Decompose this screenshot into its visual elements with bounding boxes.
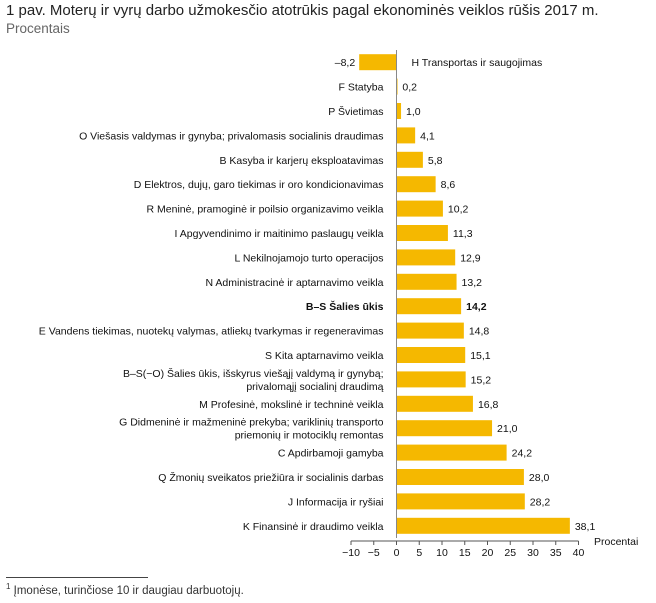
category-label: J Informacija ir ryšiai <box>288 496 384 508</box>
value-label: 14,8 <box>469 326 490 338</box>
value-label: 16,8 <box>478 399 499 411</box>
x-axis-label: Procentai <box>594 536 638 548</box>
value-label: 11,3 <box>453 228 473 240</box>
value-label: 5,8 <box>428 155 443 167</box>
category-label: K Finansinė ir draudimo veikla <box>243 521 384 533</box>
x-tick-label: 40 <box>573 547 585 559</box>
category-label: S Kita aptarnavimo veikla <box>265 350 384 362</box>
bar <box>396 249 456 266</box>
category-label: C Apdirbamoji gamyba <box>278 448 384 460</box>
value-label: 8,6 <box>441 179 456 191</box>
chart-subtitle: Procentais <box>6 21 70 36</box>
bar <box>396 127 416 144</box>
value-label: 24,2 <box>512 448 533 460</box>
category-label: Q Žmonių sveikatos priežiūra ir socialin… <box>158 471 383 484</box>
value-label: 1,0 <box>406 106 421 118</box>
value-label: 10,2 <box>448 204 469 216</box>
bar <box>396 420 493 437</box>
value-label: 13,2 <box>462 277 483 289</box>
category-label: N Administracinė ir aptarnavimo veikla <box>206 277 384 289</box>
value-label: 0,2 <box>402 82 417 94</box>
chart-title: 1 pav. Moterų ir vyrų darbo užmokesčio a… <box>6 2 599 19</box>
category-label: E Vandens tiekimas, nuotekų valymas, atl… <box>39 326 384 338</box>
bar <box>396 176 436 193</box>
bar <box>396 151 423 168</box>
x-tick-label: 35 <box>550 547 562 559</box>
value-label: 12,9 <box>460 252 481 264</box>
bar <box>396 103 402 119</box>
bar <box>396 298 462 315</box>
category-label: F Statyba <box>339 82 384 94</box>
category-label: O Viešasis valdymas ir gynyba; privaloma… <box>79 130 383 142</box>
bar <box>396 322 464 339</box>
bar <box>396 347 466 363</box>
category-label: M Profesinė, mokslinė ir techninė veikla <box>199 399 384 411</box>
footnote-rule <box>6 577 148 578</box>
bar <box>359 54 397 71</box>
value-label: 28,2 <box>530 496 551 508</box>
category-label: priemonių ir motociklų remontas <box>235 430 384 442</box>
x-tick-label: 25 <box>504 547 516 559</box>
category-label: L Nekilnojamojo turto operacijos <box>234 252 383 264</box>
x-tick-label: 20 <box>482 547 494 559</box>
category-label: G Didmeninė ir mažmeninė prekyba; varikl… <box>119 417 384 429</box>
bar <box>396 444 507 461</box>
x-tick-label: −10 <box>342 547 360 559</box>
category-label: H Transportas ir saugojimas <box>412 57 543 69</box>
bar <box>396 200 443 217</box>
bar <box>396 469 524 485</box>
x-tick-label: 30 <box>527 547 539 559</box>
category-label: B Kasyba ir karjerų eksploatavimas <box>220 155 384 167</box>
bar <box>396 493 525 510</box>
category-label: I Apgyvendinimo ir maitinimo paslaugų ve… <box>175 228 384 240</box>
x-tick-label: 0 <box>394 547 400 559</box>
footnote: 1 Įmonėse, turinčiose 10 ir daugiau darb… <box>6 582 244 597</box>
bar <box>396 371 466 388</box>
value-label: 15,1 <box>470 350 491 362</box>
value-label: 38,1 <box>575 521 596 533</box>
x-tick-label: 15 <box>459 547 471 559</box>
category-label: privalomąjį socialinį draudimą <box>246 381 383 393</box>
x-tick-label: 10 <box>436 547 448 559</box>
category-label: P Švietimas <box>328 105 383 118</box>
value-label: –8,2 <box>335 57 356 69</box>
x-tick-label: −5 <box>368 547 380 559</box>
value-label: 28,0 <box>529 472 550 484</box>
value-label: 4,1 <box>420 130 435 142</box>
category-label: R Meninė, pramoginė ir poilsio organizav… <box>147 204 384 216</box>
footnote-marker: 1 <box>6 582 11 591</box>
bar <box>396 273 457 290</box>
bar <box>396 517 570 534</box>
x-tick-label: 5 <box>416 547 422 559</box>
bar <box>396 225 448 241</box>
category-label: B–S(−O) Šalies ūkis, išskyrus viešąjį va… <box>123 367 384 380</box>
category-label: D Elektros, dujų, garo tiekimas ir oro k… <box>134 179 384 191</box>
footnote-text: Įmonėse, turinčiose 10 ir daugiau darbuo… <box>13 584 244 597</box>
value-label: 21,0 <box>497 423 518 435</box>
category-label: B–S Šalies ūkis <box>306 300 384 313</box>
bar <box>396 395 473 412</box>
value-label: 14,2 <box>466 301 487 313</box>
value-label: 15,2 <box>471 374 492 386</box>
